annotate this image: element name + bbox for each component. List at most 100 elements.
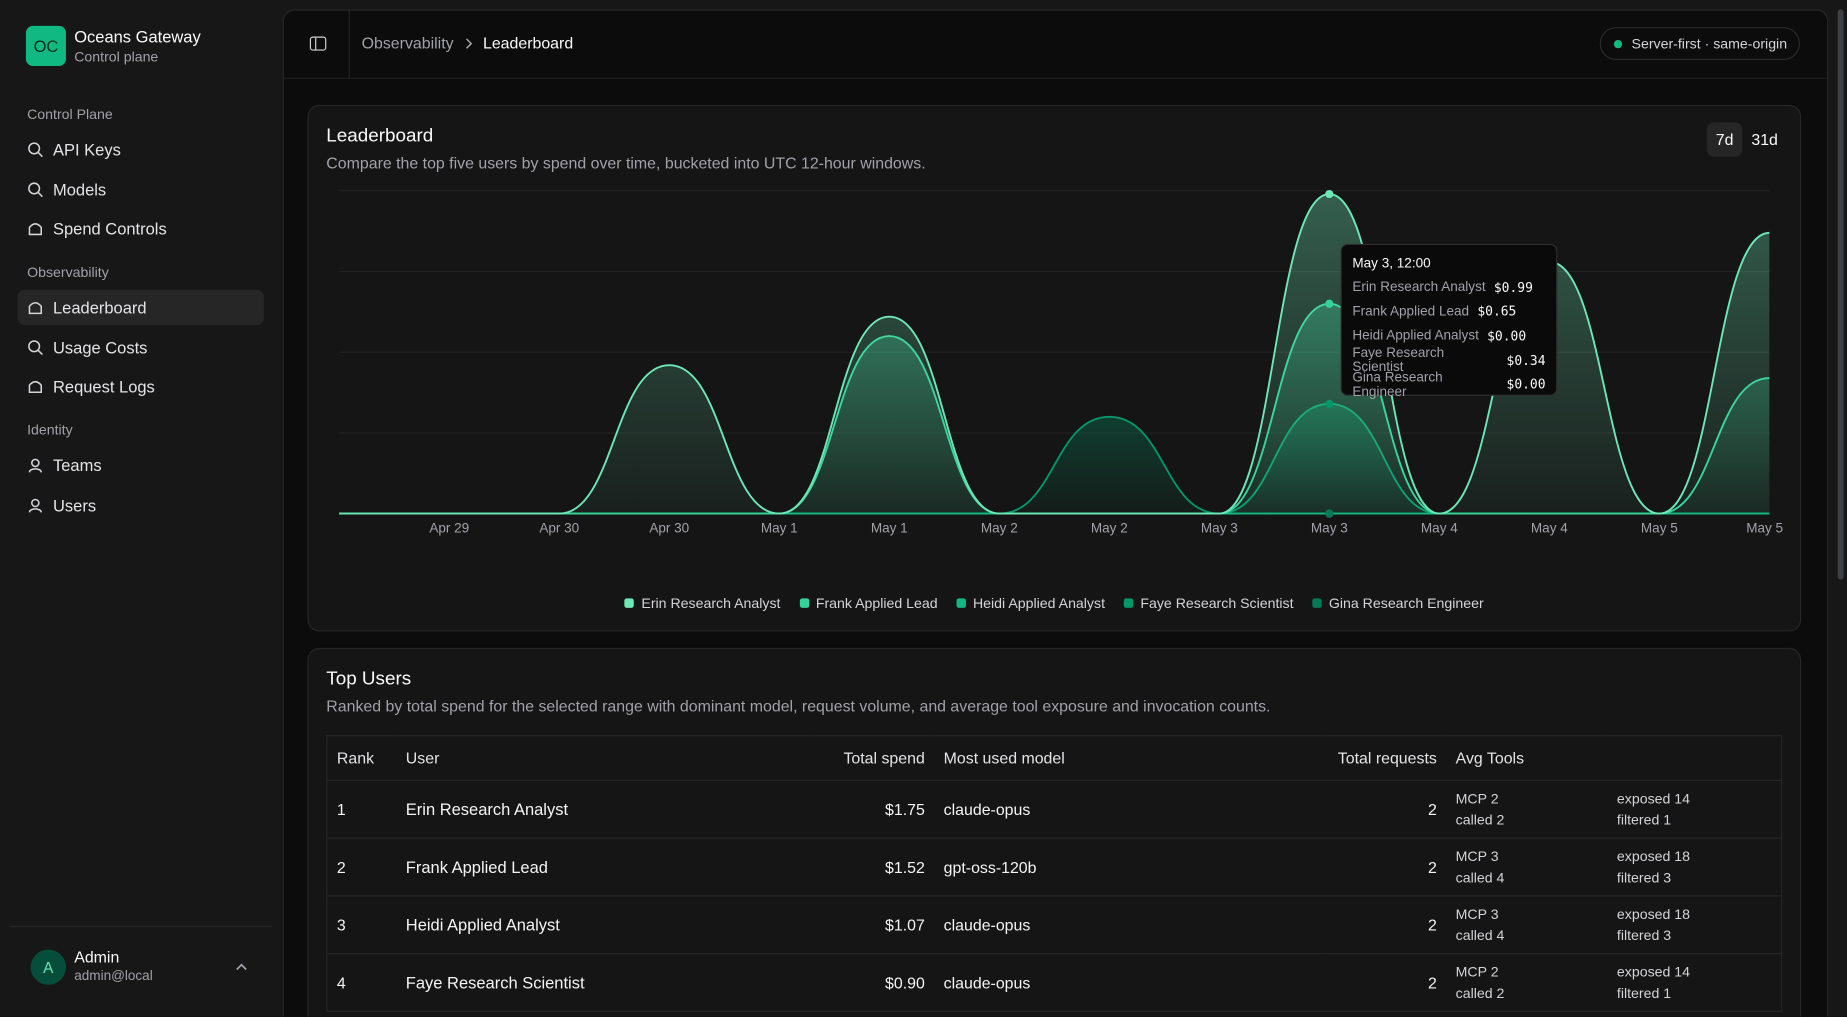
rank: 1 [326, 780, 397, 839]
tools: MCP 2 called 2 [1446, 953, 1608, 1012]
x-tick-label: May 2 [981, 520, 1018, 535]
icon-part [28, 223, 42, 236]
nav-item[interactable]: Spend Controls [18, 211, 264, 246]
tooltip-row: Faye Research Scientist $0.34 [1352, 346, 1546, 374]
legend-label: Heidi Applied Analyst [972, 594, 1106, 612]
legend-item: Heidi Applied Analyst [956, 595, 1105, 611]
icon-part [37, 349, 43, 355]
table-row: 3 Heidi Applied Analyst $1.07 claude-opus 2 M… [326, 895, 1782, 955]
card-description: Compare the top five users by spend over… [326, 154, 926, 172]
total-spend: $0.90 [815, 953, 935, 1012]
scrollbar [1837, 9, 1844, 580]
nav-item[interactable]: Teams [18, 448, 264, 483]
nav-label: Spend Controls [53, 219, 167, 239]
icon-part [28, 507, 42, 513]
tooltip-value: $0.34 [1506, 352, 1546, 369]
x-tick-label: May 1 [761, 520, 798, 535]
series-line [339, 193, 1770, 515]
badge-text: Server-first · same-origin [1631, 35, 1788, 52]
x-tick-label: Apr 30 [649, 520, 689, 535]
section-title: Control Plane [27, 106, 113, 123]
section-title: Identity [27, 421, 73, 439]
icon-part [28, 468, 42, 473]
tools: exposed 14 filtered 1 [1607, 780, 1782, 839]
nav-icon [28, 181, 43, 197]
nav-icon [28, 301, 42, 315]
column-header: User [396, 735, 816, 782]
breadcrumb[interactable]: Observability [361, 34, 454, 52]
card-title: Leaderboard [326, 126, 434, 147]
tools-line: MCP 3 [1455, 848, 1499, 865]
nav-label: Request Logs [53, 377, 155, 397]
nav-icon [28, 381, 42, 394]
model: gpt-oss-120b [934, 838, 1322, 897]
tooltip-name: Heidi Applied Analyst [1352, 329, 1479, 344]
range-button[interactable]: 7d [1706, 122, 1743, 157]
nav-item[interactable]: Request Logs [18, 369, 264, 404]
legend-swatch [1123, 598, 1134, 608]
nav-icon [28, 142, 43, 158]
nav-label: Models [53, 179, 107, 199]
tools: exposed 18 filtered 3 [1607, 838, 1782, 897]
tooltip-name: Frank Applied Lead [1352, 304, 1470, 320]
legend-swatch [799, 598, 809, 608]
avatar[interactable]: A [30, 949, 66, 985]
divider [348, 9, 350, 78]
tools: MCP 3 called 4 [1446, 895, 1608, 955]
tools-line: called 2 [1455, 984, 1505, 1002]
users-table: Rank User Total spend Most used model Total … [326, 735, 1783, 1012]
x-tick-label: May 3 [1201, 520, 1238, 535]
user: Heidi Applied Analyst [396, 895, 816, 955]
x-tick-label: Apr 29 [429, 520, 469, 535]
icon-part [28, 181, 41, 195]
nav-item[interactable]: Usage Costs [18, 329, 264, 364]
divider [282, 77, 1828, 79]
chevron[interactable] [234, 960, 248, 974]
series-area [339, 403, 1770, 514]
column-header: Avg Tools [1446, 735, 1782, 782]
tooltip-value: $0.65 [1477, 304, 1517, 320]
icon-part [28, 301, 42, 315]
legend-label: Faye Research Scientist [1140, 594, 1294, 612]
tools-line: called 2 [1455, 811, 1505, 829]
nav-item[interactable]: API Keys [18, 132, 264, 167]
header-row: Rank User Total spend Most used model Total … [326, 735, 1782, 782]
nav-item[interactable]: Users [18, 487, 264, 522]
nav-label: Teams [53, 455, 102, 475]
user-email: admin@local [74, 969, 153, 984]
nav-label: API Keys [53, 140, 121, 160]
legend-item: Faye Research Scientist [1123, 594, 1294, 612]
tools-line: exposed 14 [1616, 790, 1691, 807]
tooltip: May 3, 12:00 Erin Research Analyst $0.99 Fr… [1340, 243, 1558, 399]
nav-icon [28, 498, 42, 513]
tools: MCP 3 called 4 [1446, 838, 1608, 897]
column-header: Total requests [1321, 735, 1447, 782]
divider [9, 925, 273, 928]
icon-part [37, 152, 43, 158]
nav-label: Usage Costs [53, 337, 148, 357]
range-button[interactable]: 31d [1751, 130, 1778, 149]
card-title: Top Users [326, 669, 412, 690]
tools-line: MCP 2 [1455, 790, 1499, 807]
nav-item[interactable]: Leaderboard [17, 289, 264, 326]
user: Faye Research Scientist [396, 953, 816, 1012]
nav-icon [28, 339, 43, 355]
tooltip-title: May 3, 12:00 [1352, 256, 1431, 271]
status-badge: Server-first · same-origin [1599, 27, 1800, 61]
breadcrumb-separator [465, 38, 473, 49]
sidebar-toggle[interactable] [309, 34, 328, 53]
icon-part [28, 381, 42, 394]
table-row: 4 Faye Research Scientist $0.90 claude-opus… [326, 953, 1782, 1012]
icon-part [37, 191, 43, 197]
active-dot [1325, 399, 1334, 408]
status-dot [1613, 39, 1623, 48]
tools: exposed 14 filtered 1 [1607, 953, 1782, 1012]
legend-item: Gina Research Engineer [1312, 595, 1484, 611]
nav-icon [28, 458, 42, 473]
tooltip-row: Erin Research Analyst $0.99 [1352, 276, 1545, 300]
x-tick-label: May 5 [1746, 520, 1783, 535]
model: claude-opus [934, 780, 1322, 839]
nav-item[interactable]: Models [18, 172, 264, 207]
